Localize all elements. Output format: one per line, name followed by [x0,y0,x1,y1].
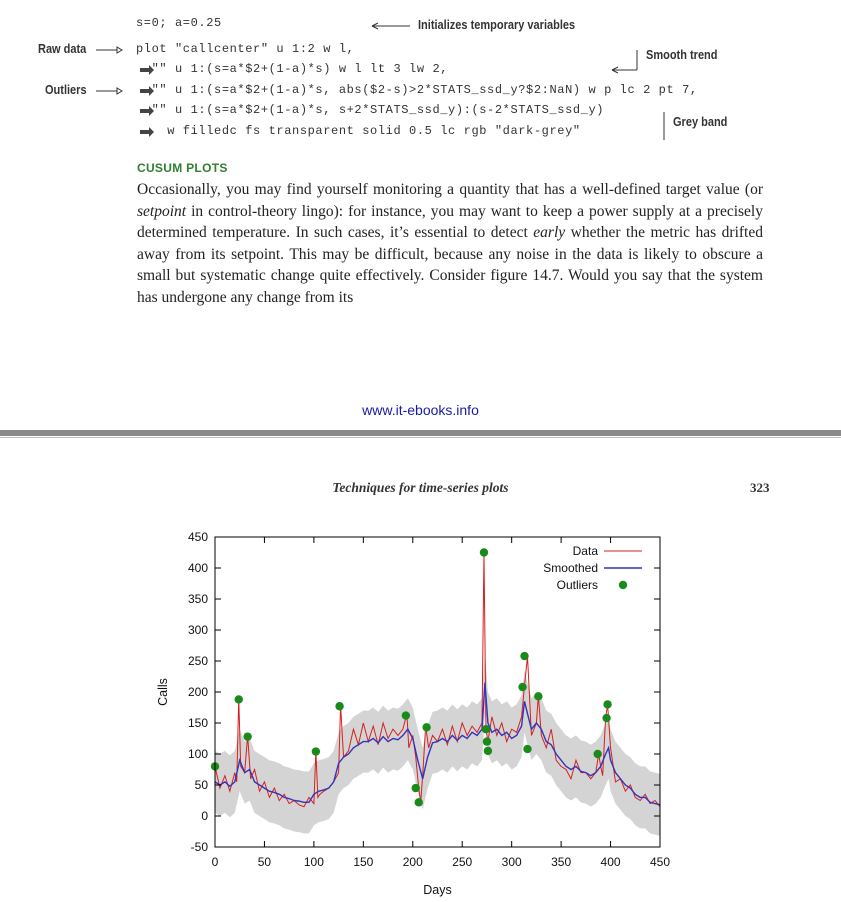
y-tick-label: 350 [188,592,208,606]
outlier-point [482,737,492,746]
outlier-point [414,798,423,807]
outlier-point [520,651,529,661]
continuation-arrow-icon [140,127,154,137]
x-tick-label: 100 [304,855,324,869]
code-line-1: s=0; a=0.25 [136,16,222,30]
x-tick-label: 450 [650,855,670,869]
section-heading: CUSUM PLOTS [137,161,228,175]
code-line-3: "" u 1:(s=a*$2+(1-a)*s) w l lt 3 lw 2, [136,62,449,76]
x-tick-label: 350 [551,855,571,869]
emphasis-text: setpoint [137,202,187,220]
y-axis-title: Calls [156,678,170,706]
outlier-point [483,746,493,756]
y-tick-label: 0 [201,809,208,823]
y-tick-label: -50 [191,840,209,854]
y-tick-label: 50 [195,778,209,792]
time-series-chart: 0 50 100 150 200 250 300 350 400 450-500501001502… [156,530,670,897]
x-tick-label: 0 [212,855,219,869]
emphasis-text: early [533,224,566,242]
annotation-initializes: Initializes temporary variables [418,18,576,32]
page-divider-line [0,437,841,438]
y-tick-label: 250 [188,654,208,668]
page-number: 323 [750,480,770,495]
x-tick-label: 250 [452,855,472,869]
paragraph-text: in control-theory lingo): for instance, … [137,202,763,242]
body-paragraph: Occasionally, you may find yourself moni… [137,179,763,309]
y-tick-label: 100 [188,747,208,761]
y-tick-label: 200 [188,685,208,699]
paragraph-text: whether the metric has drifted away from… [137,224,763,306]
y-tick-label: 450 [188,530,208,544]
continuation-arrow-icon [140,65,154,75]
x-tick-label: 200 [403,855,423,869]
y-tick-label: 150 [188,716,208,730]
code-line-4: "" u 1:(s=a*$2+(1-a)*s, abs($2-s)>2*STAT… [136,83,698,97]
outlier-point [422,723,431,732]
outlier-point [534,692,543,701]
code-line-5: "" u 1:(s=a*$2+(1-a)*s, s+2*STATS_ssd_y)… [136,103,605,117]
footer-url[interactable]: www.it-ebooks.info [362,402,479,418]
annotation-grey-band: Grey band [673,115,728,129]
annotation-outliers: Outliers [45,83,87,97]
series-smoothed-line [214,682,661,806]
paragraph-text: Occasionally, you may find yourself moni… [137,181,763,198]
annotation-leaders [96,22,665,140]
confidence-band [215,651,660,836]
outlier-point [401,711,411,720]
x-axis-title: Days [423,883,451,897]
outlier-point [593,749,602,759]
outlier-point [481,725,491,734]
annotation-smooth-trend: Smooth trend [646,48,718,62]
legend-label: Data [573,544,599,558]
outlier-point [411,783,420,793]
outlier-point [523,744,532,754]
legend-label: Outliers [557,578,598,592]
legend-label: Smoothed [543,561,598,575]
outlier-point [311,747,321,756]
legend-outlier-swatch [618,580,628,590]
code-line-6: w filledc fs transparent solid 0.5 lc rg… [136,124,581,138]
outlier-point [335,702,344,711]
code-line-2: plot "callcenter" u 1:2 w l, [136,42,355,56]
outlier-point [603,700,612,709]
continuation-arrow-icon [140,106,154,116]
x-tick-label: 150 [353,855,373,869]
outlier-point [243,732,252,741]
outlier-point [518,682,527,692]
y-tick-label: 400 [188,561,208,575]
x-tick-label: 300 [502,855,522,869]
x-tick-label: 400 [601,855,621,869]
annotation-raw-data: Raw data [38,42,87,56]
outlier-point [234,695,243,704]
outlier-point [479,548,489,557]
page-divider [0,430,841,436]
running-head: Techniques for time-series plots [332,480,509,495]
outlier-point [602,713,611,723]
continuation-arrow-icon [140,86,154,96]
y-tick-label: 300 [188,623,208,637]
x-tick-label: 50 [258,855,272,869]
